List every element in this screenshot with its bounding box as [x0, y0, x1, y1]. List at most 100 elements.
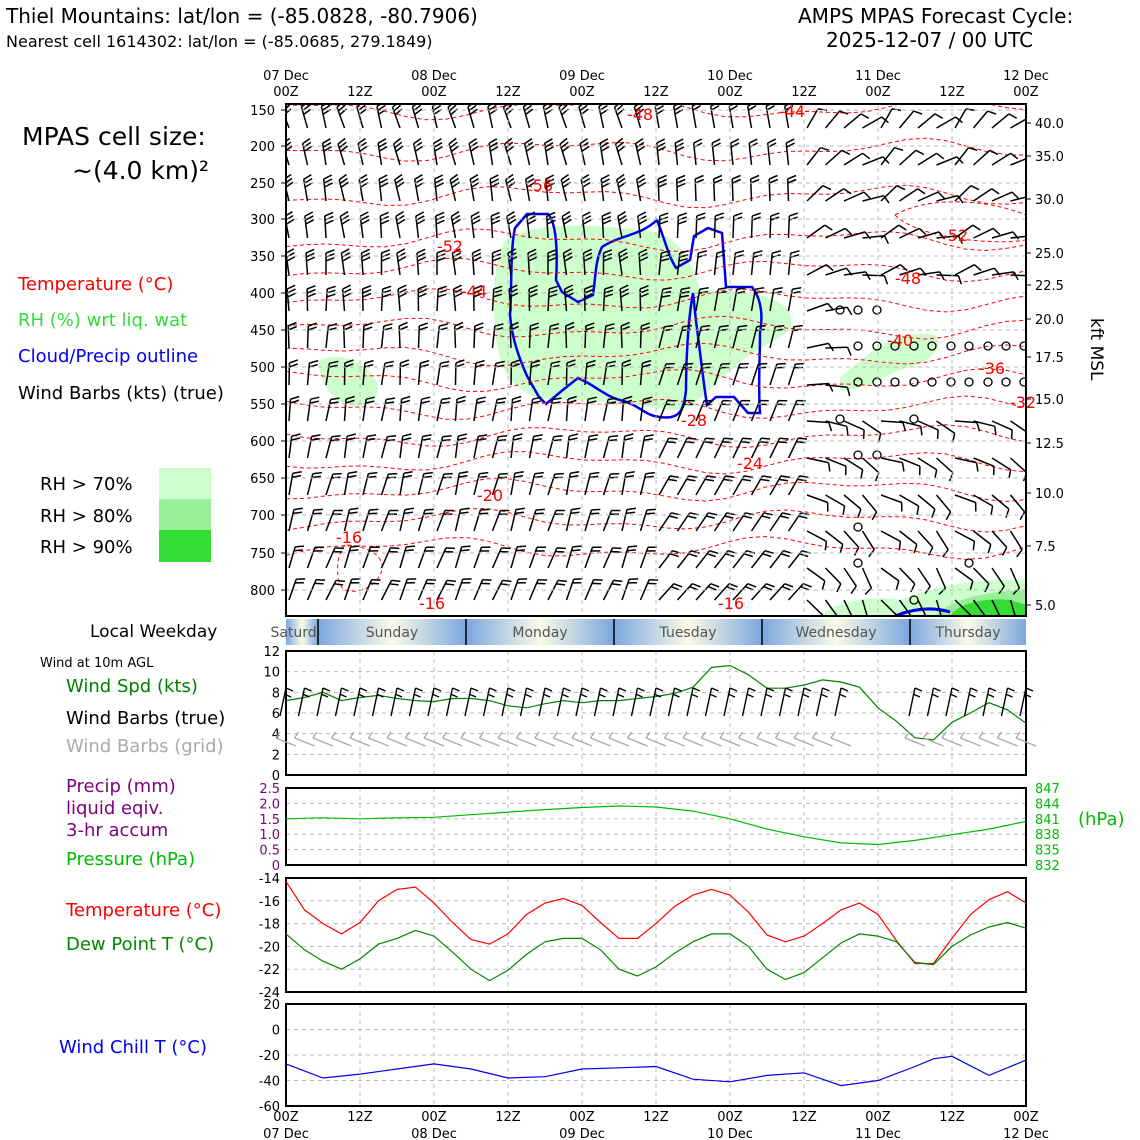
wind-barb-flag	[698, 250, 708, 254]
wind-barb-staff	[1010, 196, 1026, 202]
wind-barb-flag	[956, 156, 964, 164]
wind-barb	[615, 173, 627, 202]
grid-wind-barb-flag	[423, 731, 429, 739]
wind-barb-flag	[393, 137, 402, 145]
wind-barb	[769, 582, 794, 601]
wind-barbs-true-label: Wind Barbs (true)	[66, 708, 226, 729]
wind-barb-flag	[611, 583, 621, 586]
wind-barb-flag	[561, 145, 570, 153]
wind-barb-staff	[825, 346, 848, 349]
wind-barb	[825, 494, 846, 516]
wind-barb-flag	[799, 475, 809, 479]
wind-barb-flag	[511, 359, 521, 364]
wind-barb-flag	[474, 322, 484, 327]
surface-wind-barb-flag	[285, 687, 294, 692]
cloud-outline-surface	[894, 607, 951, 616]
wind-barb-flag	[678, 212, 688, 217]
wind-barb	[917, 494, 936, 518]
wind-barb-flag	[723, 478, 733, 482]
panel-tick-label: -40	[259, 1075, 280, 1090]
wind-barb	[380, 249, 391, 275]
wind-barb-flag	[377, 138, 387, 144]
wind-barb-flag	[414, 145, 424, 152]
wind-barb-flag	[450, 145, 459, 153]
temperature-contour	[286, 477, 1026, 502]
wind-barb-flag	[590, 512, 600, 515]
surface-wind-barb	[630, 687, 645, 717]
grid-wind-barb-flag	[275, 731, 281, 739]
surface-wind-barb	[593, 687, 608, 717]
wind-barb	[399, 359, 410, 386]
wind-barb-flag	[498, 435, 508, 438]
wind-barb-flag	[348, 470, 358, 475]
wind-barb	[528, 578, 548, 601]
wind-barb-flag	[682, 324, 692, 328]
wind-barb-flag	[698, 290, 709, 294]
surface-wind-barb-flag	[838, 693, 847, 698]
wind-barb-flag	[547, 249, 557, 254]
grid-wind-barb-flag	[386, 731, 392, 739]
wind-barb-staff	[880, 599, 898, 616]
pressure-tick-label: 400	[250, 287, 275, 302]
wind-barb-flag	[730, 142, 740, 148]
wind-barb	[806, 146, 830, 166]
wind-barb-flag	[400, 359, 410, 364]
wind-barb-flag	[637, 211, 647, 217]
wind-barb-flag	[987, 110, 997, 115]
wind-barb	[602, 435, 619, 459]
wind-barb-flag	[546, 182, 555, 188]
wind-barb-staff	[935, 599, 942, 616]
wind-barb-flag	[325, 253, 335, 258]
wind-barb	[324, 211, 334, 239]
kft-tick-label: 30.0	[1035, 193, 1064, 208]
legend-rh80: RH > 80%	[40, 506, 133, 527]
calm-marker	[946, 377, 956, 387]
wind-barb-flag	[564, 284, 574, 290]
wind-barb	[453, 321, 464, 349]
wind-barb-flag	[432, 104, 442, 112]
wind-barb-flag	[871, 511, 878, 521]
wind-barb	[399, 395, 411, 422]
wind-barb	[954, 457, 979, 472]
wind-barb-flag	[454, 321, 464, 327]
wind-barb-flag	[839, 544, 844, 554]
bottom-date-label: 10 Dec	[707, 1127, 753, 1140]
wind-barb-staff	[862, 156, 884, 166]
wind-barb	[825, 188, 852, 202]
wind-barb-flag	[735, 250, 745, 254]
wind-barb-flag	[898, 541, 902, 551]
surface-wind-barb-staff	[1019, 687, 1027, 717]
wind-barb-flag	[797, 478, 807, 482]
wind-barb-flag	[337, 104, 346, 112]
wind-barb-staff	[917, 152, 938, 166]
wind-barb-staff	[954, 599, 972, 616]
calm-marker	[1019, 377, 1026, 387]
wind-barb-flag	[957, 275, 963, 285]
wind-barb-flag	[645, 512, 655, 515]
weekday-cell	[286, 619, 318, 645]
grid-wind-barb	[552, 731, 574, 747]
surface-wind-barb-flag	[912, 693, 921, 698]
top-date-label: 11 Dec	[855, 69, 901, 84]
wind-barb-staff	[954, 108, 967, 129]
wind-barb-flag	[469, 141, 478, 149]
wind-barb-flag	[532, 438, 542, 442]
wind-barb-flag	[310, 438, 320, 442]
wind-barb-staff	[917, 113, 936, 129]
surface-wind-barb	[723, 687, 738, 717]
wind-barb-staff	[843, 420, 865, 431]
wind-barb-staff	[843, 152, 864, 166]
pressure-label: Pressure (hPa)	[66, 849, 196, 870]
wind-barb-flag	[450, 177, 459, 185]
wind-barb-flag	[743, 475, 754, 479]
wind-barb	[843, 599, 853, 616]
wind-barb	[769, 475, 791, 496]
wind-barb-flag	[600, 145, 610, 152]
wind-barb-flag	[445, 547, 455, 550]
wind-barb	[343, 578, 361, 601]
wind-barb-flag	[550, 323, 560, 327]
wind-barb	[510, 395, 522, 422]
wind-barb-flag	[512, 395, 522, 400]
kft-tick-label: 22.5	[1035, 279, 1064, 294]
wind-barb	[491, 285, 503, 312]
